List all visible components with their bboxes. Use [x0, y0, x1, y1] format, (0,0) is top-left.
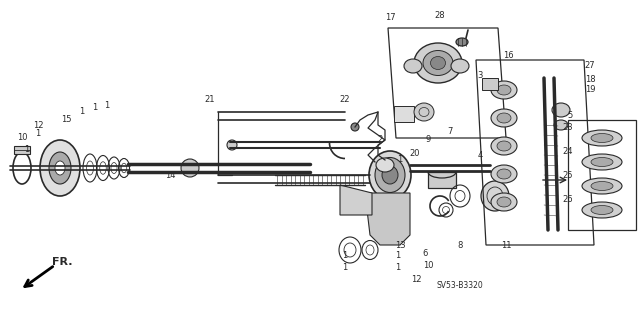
Ellipse shape	[382, 166, 398, 184]
Ellipse shape	[582, 178, 622, 194]
Text: 21: 21	[205, 95, 215, 105]
Text: 5: 5	[568, 110, 573, 120]
Text: 10: 10	[17, 132, 28, 142]
Ellipse shape	[582, 130, 622, 146]
Text: 1: 1	[396, 250, 401, 259]
Text: 7: 7	[447, 128, 452, 137]
Text: 24: 24	[563, 146, 573, 155]
Text: 1: 1	[397, 155, 403, 165]
Text: SV53-B3320: SV53-B3320	[436, 280, 483, 290]
Ellipse shape	[404, 59, 422, 73]
Text: 16: 16	[502, 50, 513, 60]
Ellipse shape	[40, 140, 80, 196]
Ellipse shape	[431, 56, 445, 70]
Text: 12: 12	[411, 276, 421, 285]
Text: 15: 15	[61, 115, 71, 124]
Ellipse shape	[491, 165, 517, 183]
Text: 25: 25	[563, 170, 573, 180]
Ellipse shape	[491, 193, 517, 211]
Ellipse shape	[451, 59, 469, 73]
Bar	[394, 106, 414, 122]
Ellipse shape	[423, 50, 453, 76]
Text: 22: 22	[340, 95, 350, 105]
Polygon shape	[340, 185, 372, 215]
Ellipse shape	[582, 202, 622, 218]
Polygon shape	[365, 193, 410, 245]
Ellipse shape	[376, 158, 394, 172]
Bar	[568, 120, 636, 230]
Text: 1: 1	[24, 145, 29, 153]
Text: 28: 28	[435, 11, 445, 19]
Text: 17: 17	[385, 13, 396, 23]
Ellipse shape	[591, 182, 613, 190]
Text: 23: 23	[563, 122, 573, 131]
Ellipse shape	[582, 154, 622, 170]
Ellipse shape	[554, 120, 568, 130]
Ellipse shape	[491, 137, 517, 155]
Text: 14: 14	[164, 170, 175, 180]
Polygon shape	[428, 172, 456, 188]
Ellipse shape	[414, 43, 462, 83]
Ellipse shape	[456, 38, 468, 46]
Text: 3: 3	[477, 70, 483, 79]
Text: 11: 11	[500, 241, 511, 249]
Ellipse shape	[591, 158, 613, 167]
Text: 1: 1	[35, 129, 40, 137]
Ellipse shape	[497, 141, 511, 151]
Ellipse shape	[497, 113, 511, 123]
Text: 1: 1	[104, 100, 109, 109]
Bar	[14, 146, 30, 154]
Bar	[482, 78, 498, 90]
Ellipse shape	[491, 109, 517, 127]
Ellipse shape	[351, 123, 359, 131]
Text: 6: 6	[422, 249, 428, 257]
Ellipse shape	[552, 103, 570, 117]
Ellipse shape	[227, 140, 237, 150]
Ellipse shape	[55, 161, 65, 175]
Text: 13: 13	[395, 241, 405, 249]
Ellipse shape	[497, 197, 511, 207]
Text: 19: 19	[585, 85, 595, 94]
Ellipse shape	[481, 181, 509, 211]
Text: 1: 1	[92, 103, 98, 113]
Text: 20: 20	[410, 149, 420, 158]
Ellipse shape	[375, 158, 405, 192]
Text: 4: 4	[477, 151, 483, 160]
Ellipse shape	[497, 85, 511, 95]
Text: 26: 26	[563, 195, 573, 204]
Ellipse shape	[414, 103, 434, 121]
Text: FR.: FR.	[52, 257, 72, 267]
Text: 12: 12	[33, 121, 44, 130]
Ellipse shape	[497, 169, 511, 179]
Ellipse shape	[49, 152, 71, 184]
Text: 9: 9	[426, 136, 431, 145]
Ellipse shape	[591, 205, 613, 214]
Ellipse shape	[591, 133, 613, 143]
Text: 1: 1	[342, 250, 348, 259]
Text: 8: 8	[458, 241, 463, 249]
Text: 1: 1	[79, 108, 84, 116]
Ellipse shape	[369, 151, 411, 199]
Text: 1: 1	[342, 263, 348, 272]
Text: 2: 2	[378, 136, 383, 145]
Text: 27: 27	[585, 61, 595, 70]
Text: 10: 10	[423, 261, 433, 270]
Text: 18: 18	[585, 76, 595, 85]
Ellipse shape	[491, 81, 517, 99]
Ellipse shape	[181, 159, 199, 177]
Text: 1: 1	[396, 263, 401, 272]
